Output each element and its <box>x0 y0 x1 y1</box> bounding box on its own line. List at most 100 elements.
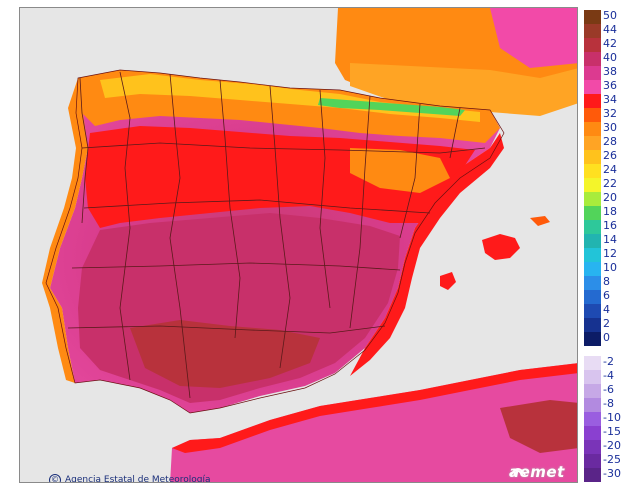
legend-swatch <box>584 164 601 178</box>
legend-item: 26 <box>584 150 628 166</box>
legend-item: 30 <box>584 122 628 138</box>
legend-label: -15 <box>603 425 621 438</box>
legend-label: 6 <box>603 289 610 302</box>
legend-item: 32 <box>584 108 628 124</box>
legend-label: -2 <box>603 355 614 368</box>
menorca-island <box>530 216 550 226</box>
legend-swatch <box>584 412 601 426</box>
legend-swatch <box>584 290 601 304</box>
legend-label: 24 <box>603 163 617 176</box>
legend-item: -6 <box>584 384 628 400</box>
legend-swatch <box>584 234 601 248</box>
legend-item: 28 <box>584 136 628 152</box>
legend-label: -10 <box>603 411 621 424</box>
copyright-icon: © <box>49 474 61 482</box>
legend-swatch <box>584 468 601 482</box>
legend-label: 10 <box>603 261 617 274</box>
legend-swatch <box>584 66 601 80</box>
legend-label: 8 <box>603 275 610 288</box>
temperature-legend: 50 44 42 40 38 36 34 32 30 28 26 24 22 20 18 16 14 12 10 8 6… <box>584 10 628 490</box>
legend-label: -6 <box>603 383 614 396</box>
legend-label: 26 <box>603 149 617 162</box>
legend-swatch <box>584 220 601 234</box>
legend-swatch <box>584 38 601 52</box>
legend-swatch <box>584 122 601 136</box>
legend-swatch <box>584 426 601 440</box>
legend-item: 4 <box>584 304 628 320</box>
legend-item: -2 <box>584 356 628 372</box>
agency-name: Agencia Estatal de Meteorología <box>65 475 211 483</box>
legend-label: 44 <box>603 23 617 36</box>
north-africa-region <box>170 363 577 482</box>
legend-swatch <box>584 178 601 192</box>
legend-item: -30 <box>584 468 628 484</box>
legend-label: 16 <box>603 219 617 232</box>
legend-swatch <box>584 192 601 206</box>
legend-item: 16 <box>584 220 628 236</box>
temperature-map: © Agencia Estatal de Meteorología aemet <box>19 7 578 483</box>
legend-label: -20 <box>603 439 621 452</box>
legend-item: 42 <box>584 38 628 54</box>
pyrenees-cool-band <box>318 98 465 116</box>
legend-swatch <box>584 136 601 150</box>
legend-label: 20 <box>603 191 617 204</box>
legend-label: 14 <box>603 233 617 246</box>
legend-item: 36 <box>584 80 628 96</box>
legend-swatch <box>584 150 601 164</box>
legend-label: 2 <box>603 317 610 330</box>
legend-item: 14 <box>584 234 628 250</box>
credit-label: © Agencia Estatal de Meteorología <box>49 474 211 483</box>
legend-swatch <box>584 276 601 290</box>
legend-label: -30 <box>603 467 621 480</box>
legend-swatch <box>584 80 601 94</box>
legend-label: -4 <box>603 369 614 382</box>
legend-item: -15 <box>584 426 628 442</box>
map-canvas <box>42 8 577 482</box>
legend-swatch <box>584 52 601 66</box>
province-borders <box>67 71 486 399</box>
legend-swatch <box>584 454 601 468</box>
france-south-region <box>350 63 577 116</box>
coastline <box>45 69 505 414</box>
mallorca-island <box>482 234 520 260</box>
aemet-logo: aemet <box>509 463 565 481</box>
legend-swatch <box>584 248 601 262</box>
legend-label: 4 <box>603 303 610 316</box>
portugal-coast-strip <box>42 78 88 383</box>
guadalquivir-hot-zone <box>130 320 320 388</box>
legend-item: 44 <box>584 24 628 40</box>
legend-item: 8 <box>584 276 628 292</box>
legend-item: 18 <box>584 206 628 222</box>
legend-item: -25 <box>584 454 628 470</box>
legend-item: -8 <box>584 398 628 414</box>
legend-item: 24 <box>584 164 628 180</box>
legend-label: 28 <box>603 135 617 148</box>
legend-swatch <box>584 10 601 24</box>
legend-label: -8 <box>603 397 614 410</box>
legend-item: -4 <box>584 370 628 386</box>
legend-item: 22 <box>584 178 628 194</box>
ebro-orange-zone <box>350 148 450 193</box>
legend-swatch <box>584 440 601 454</box>
legend-item: 20 <box>584 192 628 208</box>
legend-swatch <box>584 24 601 38</box>
legend-item: 40 <box>584 52 628 68</box>
legend-item: 50 <box>584 10 628 26</box>
legend-item: 6 <box>584 290 628 306</box>
legend-item: 34 <box>584 94 628 110</box>
legend-swatch <box>584 262 601 276</box>
legend-label: 12 <box>603 247 617 260</box>
aemet-logo-text: aemet <box>509 463 565 481</box>
legend-label: 50 <box>603 9 617 22</box>
legend-swatch <box>584 370 601 384</box>
north-africa-coast <box>172 363 577 453</box>
legend-label: 32 <box>603 107 617 120</box>
legend-label: 0 <box>603 331 610 344</box>
legend-label: 34 <box>603 93 617 106</box>
legend-label: 38 <box>603 65 617 78</box>
legend-label: 18 <box>603 205 617 218</box>
atlas-hot-zone <box>500 400 577 453</box>
legend-swatch <box>584 304 601 318</box>
legend-swatch <box>584 94 601 108</box>
legend-swatch <box>584 384 601 398</box>
